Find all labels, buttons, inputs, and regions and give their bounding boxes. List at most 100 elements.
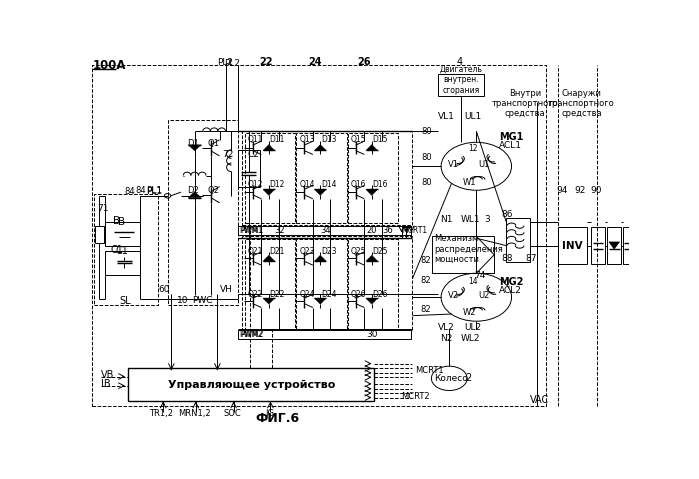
Text: W1: W1 bbox=[463, 178, 477, 187]
Text: Двигатель
внутрен.
сгорания: Двигатель внутрен. сгорания bbox=[440, 65, 482, 94]
Text: 82: 82 bbox=[420, 276, 431, 285]
Text: Q26: Q26 bbox=[351, 290, 366, 299]
Text: D24: D24 bbox=[321, 290, 336, 299]
Text: PL1: PL1 bbox=[146, 187, 163, 196]
Text: PWM1: PWM1 bbox=[239, 226, 263, 235]
Text: D16: D16 bbox=[373, 180, 388, 189]
Text: 32: 32 bbox=[274, 226, 285, 235]
Text: B: B bbox=[113, 216, 120, 226]
Bar bbox=[242, 131, 412, 225]
Text: 10: 10 bbox=[178, 297, 189, 306]
Polygon shape bbox=[315, 190, 326, 195]
Text: Q24: Q24 bbox=[299, 290, 315, 299]
Text: 90: 90 bbox=[591, 186, 603, 195]
Text: PL2: PL2 bbox=[224, 58, 240, 68]
Text: 84: 84 bbox=[124, 187, 135, 196]
Text: SL: SL bbox=[120, 296, 131, 306]
Text: N2: N2 bbox=[440, 334, 452, 343]
Text: 2: 2 bbox=[466, 373, 472, 383]
Text: Q13: Q13 bbox=[299, 135, 315, 144]
Text: Управляющее устройство: Управляющее устройство bbox=[168, 379, 335, 390]
Text: 14: 14 bbox=[468, 277, 478, 286]
Text: VB: VB bbox=[101, 370, 115, 380]
Text: 88: 88 bbox=[501, 254, 512, 263]
Polygon shape bbox=[366, 145, 377, 150]
Text: D1: D1 bbox=[187, 138, 199, 148]
Text: WL2: WL2 bbox=[461, 334, 480, 343]
Polygon shape bbox=[315, 255, 326, 261]
Text: IG: IG bbox=[265, 409, 274, 418]
Polygon shape bbox=[315, 298, 326, 304]
Text: VL2: VL2 bbox=[438, 323, 455, 332]
Text: 92: 92 bbox=[575, 186, 586, 195]
Text: 20: 20 bbox=[366, 226, 377, 235]
Text: Снаружи
транспортного
средства: Снаружи транспортного средства bbox=[548, 89, 615, 118]
Text: C1: C1 bbox=[110, 245, 123, 255]
Text: Q25: Q25 bbox=[351, 247, 366, 256]
Bar bbox=[296, 133, 347, 223]
Text: Q23: Q23 bbox=[299, 247, 315, 256]
Text: UL2: UL2 bbox=[464, 323, 481, 332]
Text: 34: 34 bbox=[320, 226, 331, 235]
Text: Q21: Q21 bbox=[247, 247, 263, 256]
Bar bbox=[238, 227, 411, 235]
Text: 12: 12 bbox=[468, 145, 478, 153]
Text: D22: D22 bbox=[269, 290, 284, 299]
Bar bbox=[245, 239, 296, 329]
Bar bbox=[245, 133, 296, 223]
Text: 36: 36 bbox=[382, 226, 394, 235]
Bar bbox=[168, 120, 238, 305]
Bar bbox=[95, 227, 103, 243]
Polygon shape bbox=[315, 145, 326, 150]
Text: MCRT1: MCRT1 bbox=[415, 366, 444, 375]
Text: 87: 87 bbox=[525, 254, 537, 263]
Text: TR1,2: TR1,2 bbox=[149, 409, 173, 418]
Text: 24: 24 bbox=[308, 57, 322, 67]
Polygon shape bbox=[366, 298, 377, 304]
Text: 80: 80 bbox=[421, 178, 432, 187]
Text: 60: 60 bbox=[158, 285, 170, 294]
Text: 84: 84 bbox=[135, 186, 145, 195]
Text: Q22: Q22 bbox=[247, 290, 263, 299]
Bar bbox=[238, 150, 259, 187]
Text: Колесо: Колесо bbox=[434, 374, 468, 383]
Bar bbox=[348, 239, 398, 329]
Polygon shape bbox=[366, 190, 377, 195]
Bar bbox=[438, 74, 484, 96]
Text: N1: N1 bbox=[440, 215, 452, 224]
Bar bbox=[348, 133, 398, 223]
Text: SOC: SOC bbox=[224, 409, 241, 418]
Text: 86: 86 bbox=[501, 210, 512, 219]
Text: U1: U1 bbox=[478, 160, 489, 169]
Bar bbox=[432, 236, 494, 273]
Text: Q1: Q1 bbox=[207, 138, 219, 148]
Text: D23: D23 bbox=[321, 247, 336, 256]
Bar bbox=[106, 251, 140, 275]
Text: W2: W2 bbox=[463, 308, 477, 317]
Text: MG1: MG1 bbox=[499, 132, 524, 142]
Text: 72: 72 bbox=[222, 149, 234, 159]
Bar bbox=[92, 65, 546, 406]
Text: 74: 74 bbox=[475, 271, 486, 280]
Text: C1: C1 bbox=[115, 246, 128, 256]
Text: D11: D11 bbox=[269, 135, 284, 144]
Text: MG2: MG2 bbox=[499, 277, 524, 287]
Text: VH: VH bbox=[219, 285, 233, 294]
Text: 4: 4 bbox=[457, 57, 463, 67]
Text: PWM2: PWM2 bbox=[239, 330, 263, 339]
Text: PL2: PL2 bbox=[217, 58, 233, 67]
Text: D14: D14 bbox=[321, 180, 336, 189]
Text: MCRT2: MCRT2 bbox=[401, 391, 430, 400]
Text: 30: 30 bbox=[366, 330, 378, 339]
Polygon shape bbox=[188, 192, 201, 198]
Text: 22: 22 bbox=[259, 57, 273, 67]
Text: V2: V2 bbox=[448, 291, 459, 300]
Text: ACL2: ACL2 bbox=[499, 286, 522, 295]
Bar bbox=[558, 227, 587, 264]
Text: PWM1: PWM1 bbox=[240, 226, 264, 235]
Text: D12: D12 bbox=[269, 180, 284, 189]
Text: Q11: Q11 bbox=[247, 135, 263, 144]
Text: V1: V1 bbox=[448, 160, 459, 169]
Text: 26: 26 bbox=[357, 57, 370, 67]
Text: Механизм
распределения
мощности: Механизм распределения мощности bbox=[434, 234, 503, 264]
